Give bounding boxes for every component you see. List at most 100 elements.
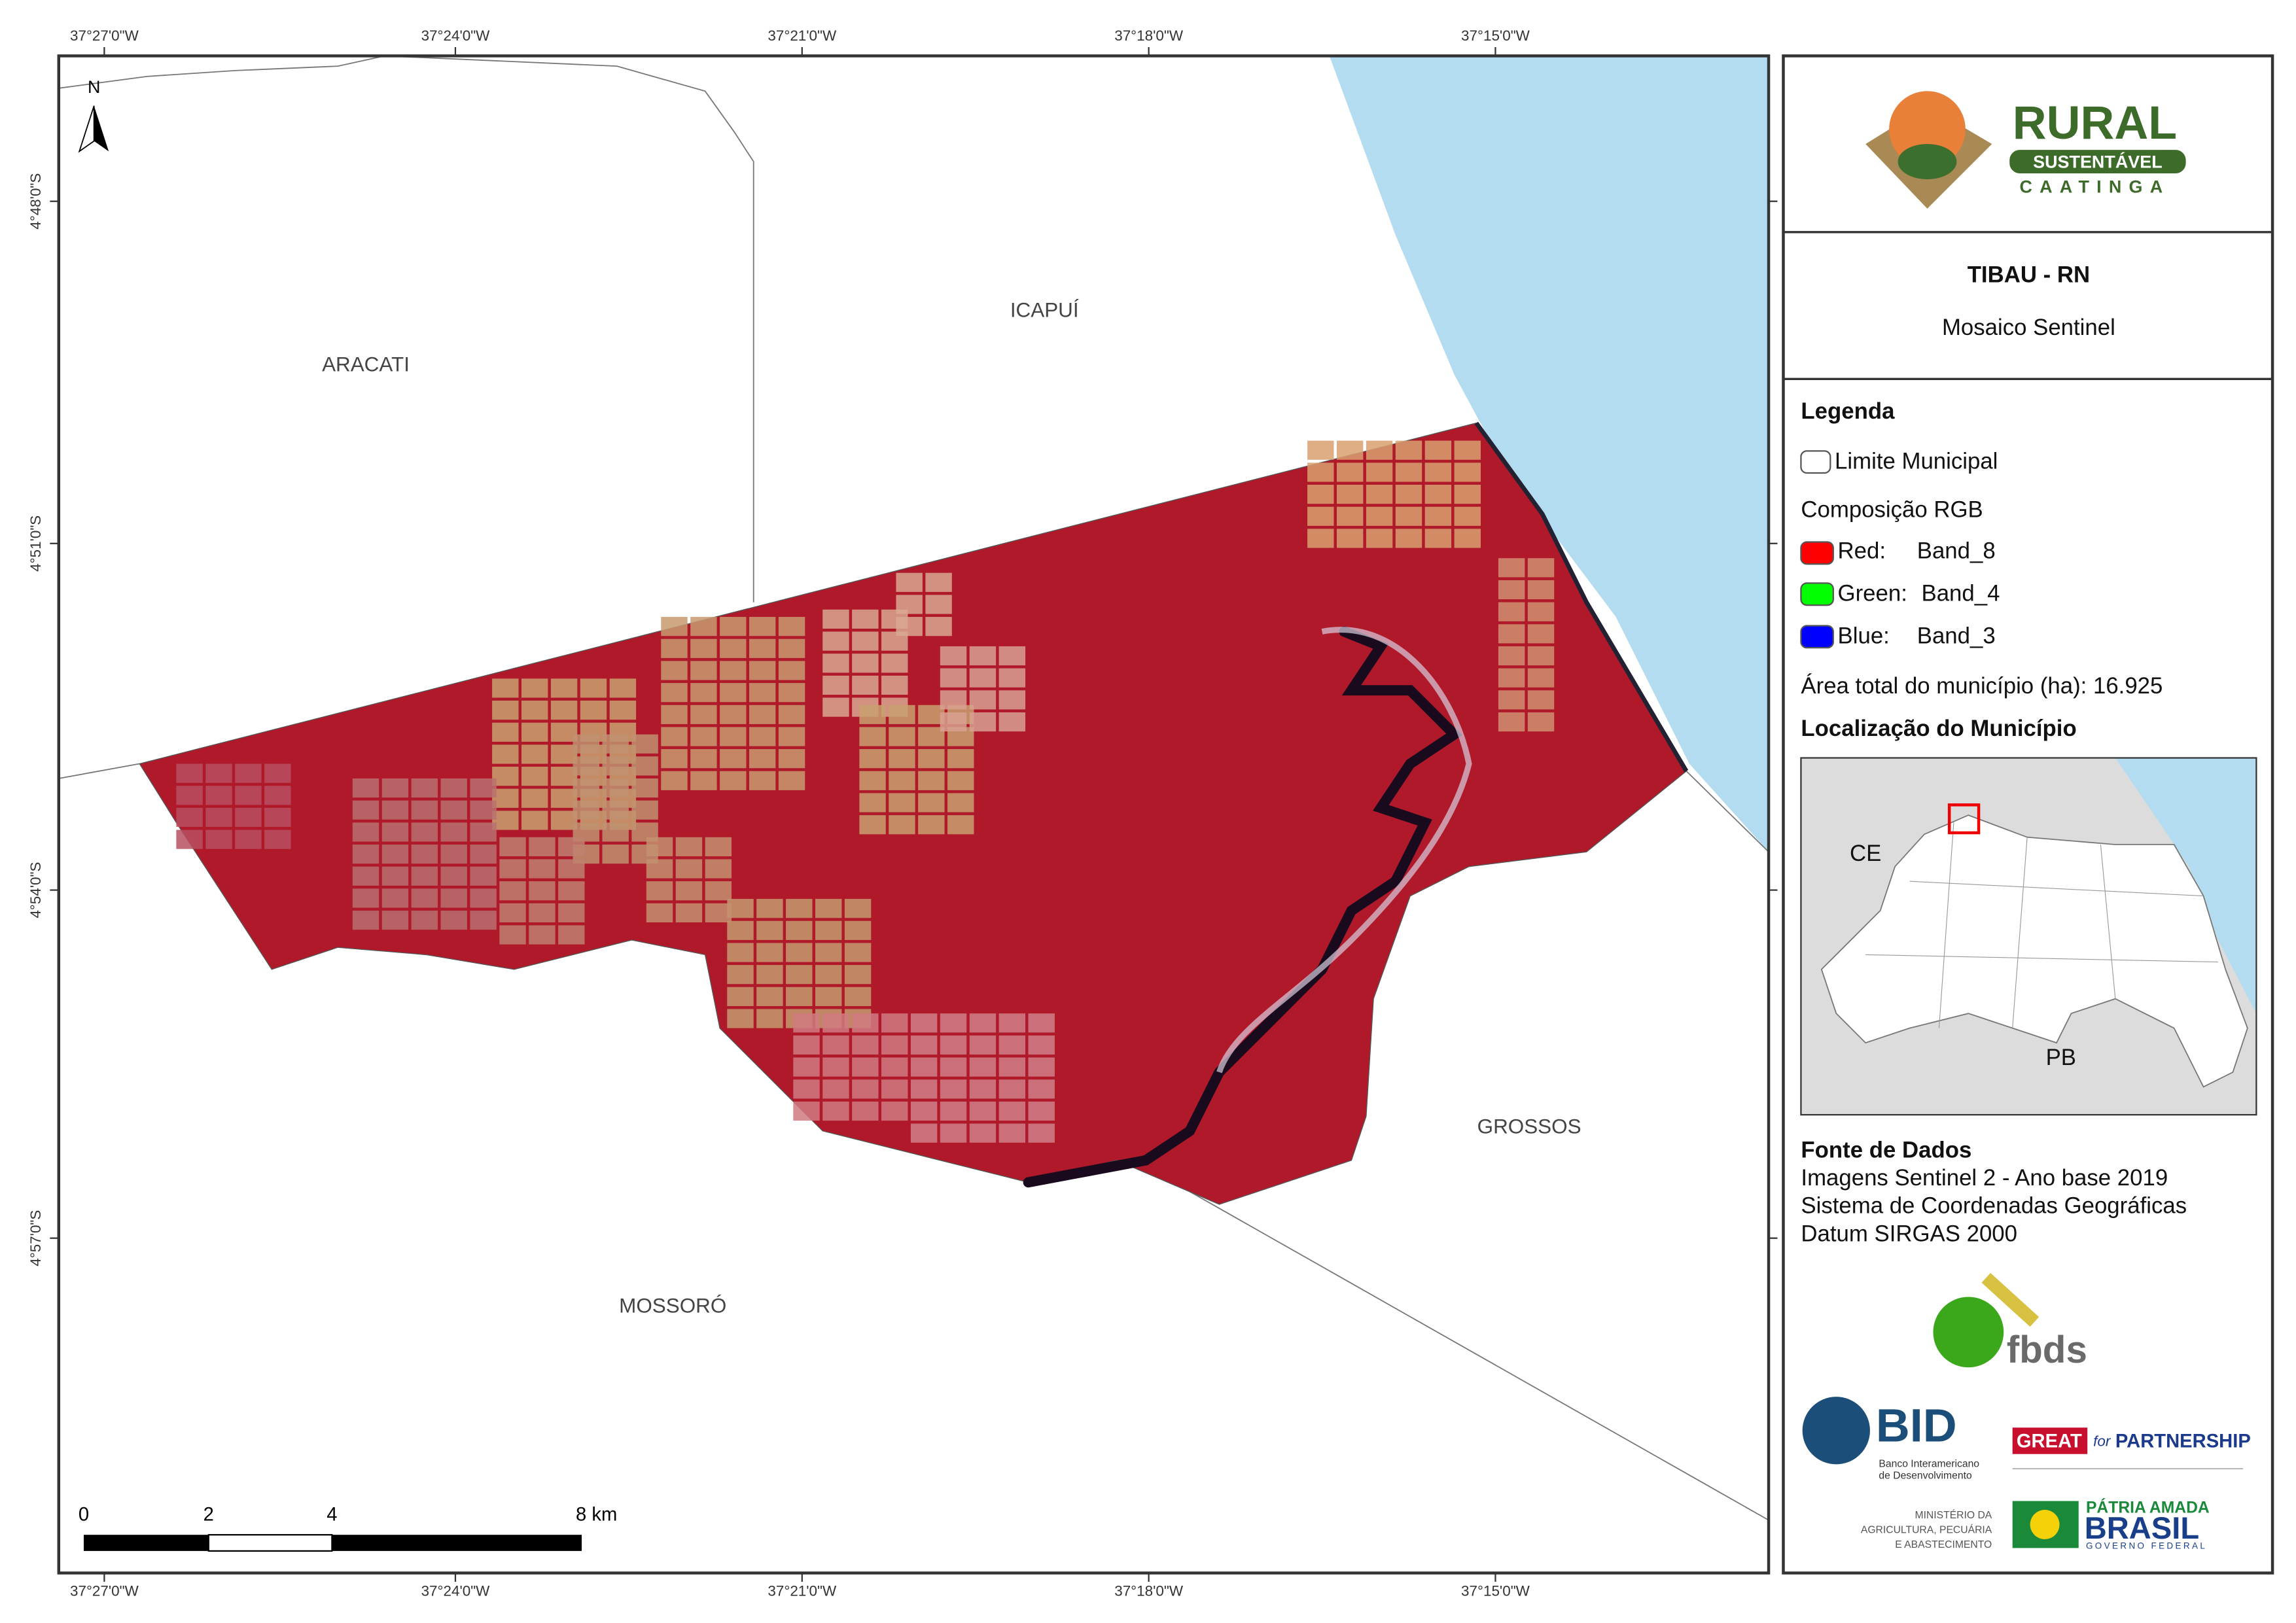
field	[969, 712, 997, 732]
field	[940, 690, 967, 710]
field	[793, 1079, 820, 1099]
field	[573, 734, 599, 754]
field	[1498, 558, 1525, 578]
field	[1366, 506, 1393, 526]
field	[661, 771, 688, 790]
legend-swatch	[1800, 541, 1834, 565]
field	[822, 1057, 849, 1077]
field	[969, 1079, 997, 1099]
field	[411, 888, 438, 908]
field	[889, 793, 915, 812]
field	[529, 925, 556, 945]
field	[1498, 668, 1525, 688]
field	[852, 609, 879, 629]
field	[778, 705, 805, 724]
legend-label: Blue:	[1838, 624, 1890, 649]
field	[264, 829, 291, 849]
field	[859, 749, 886, 769]
field	[793, 1013, 820, 1033]
logo-text: SUSTENTÁVEL	[2033, 151, 2163, 171]
field	[705, 881, 732, 901]
legend-swatch	[1800, 450, 1831, 474]
field	[573, 800, 599, 820]
field	[947, 749, 974, 769]
field	[550, 700, 578, 720]
field	[1527, 624, 1555, 644]
x-coord-label: 37°15'0"W	[1461, 1583, 1530, 1599]
location-title: Localização do Município	[1801, 716, 2076, 741]
field	[440, 800, 467, 820]
field	[352, 888, 380, 908]
field	[998, 646, 1026, 666]
field	[521, 678, 548, 698]
field	[778, 749, 805, 769]
field	[969, 690, 997, 710]
fbds-logo: fbds	[1933, 1272, 2087, 1371]
field	[675, 837, 703, 856]
field	[1395, 529, 1422, 548]
field	[756, 1009, 783, 1028]
field	[910, 1013, 938, 1033]
field	[822, 609, 849, 629]
field	[889, 771, 915, 790]
field	[910, 1079, 938, 1099]
field	[778, 638, 805, 658]
field	[859, 793, 886, 812]
field	[264, 786, 291, 805]
field	[661, 749, 688, 769]
field	[1527, 712, 1555, 732]
field	[381, 866, 409, 886]
field	[940, 712, 967, 732]
legend-label: Band_4	[1922, 582, 2000, 606]
field	[720, 771, 747, 790]
field	[264, 807, 291, 828]
coordinate-labels: 37°27'0"W 37°27'0"W 37°24'0"W 37°24'0"W 37°2…	[27, 27, 1778, 1599]
field	[205, 829, 232, 849]
field	[411, 845, 438, 864]
field	[690, 749, 717, 769]
field	[690, 705, 717, 724]
field	[859, 771, 886, 790]
legend-swatch	[1800, 625, 1834, 649]
field	[969, 1013, 997, 1033]
field	[778, 771, 805, 790]
place-name: ICAPUÍ	[1010, 298, 1079, 321]
field	[580, 700, 607, 720]
coastline	[1474, 421, 1689, 773]
logo-text: CAATINGA	[2019, 177, 2170, 197]
field	[661, 705, 688, 724]
field	[852, 1079, 879, 1099]
place-name: MOSSORÓ	[619, 1294, 726, 1317]
logo-box	[2012, 1427, 2088, 1454]
logo-bar	[1981, 1272, 2040, 1327]
scale-label: 2	[203, 1505, 214, 1526]
logo-text: BRASIL	[2085, 1510, 2199, 1545]
place-name: ARACATI	[322, 353, 410, 375]
field	[910, 1035, 938, 1055]
field	[822, 654, 849, 673]
logo-band	[2009, 150, 2186, 174]
field	[822, 1101, 849, 1121]
field	[940, 1035, 967, 1055]
y-coord-label: 4°51'0"S	[27, 515, 44, 572]
logo-text: BID	[1876, 1400, 1957, 1452]
field	[631, 800, 658, 820]
field	[720, 727, 747, 746]
scale-label: 8 km	[576, 1505, 617, 1526]
field	[749, 771, 776, 790]
field	[1527, 690, 1555, 710]
north-label: N	[88, 77, 100, 97]
field	[786, 965, 813, 985]
field	[786, 943, 813, 962]
field	[411, 800, 438, 820]
field	[969, 1035, 997, 1055]
field	[749, 617, 776, 637]
logo-tree	[1898, 144, 1957, 180]
field	[998, 712, 1026, 732]
field	[786, 920, 813, 940]
field	[720, 617, 747, 637]
field	[727, 1009, 754, 1028]
ministry-logo: MINISTÉRIO DA AGRICULTURA, PECUÁRIA E AB…	[1861, 1498, 2210, 1550]
map-area: ARACATI ICAPUÍ GROSSOS MOSSORÓ N 0 2 4 8…	[57, 54, 1771, 1575]
legend-swatch	[1800, 582, 1834, 606]
